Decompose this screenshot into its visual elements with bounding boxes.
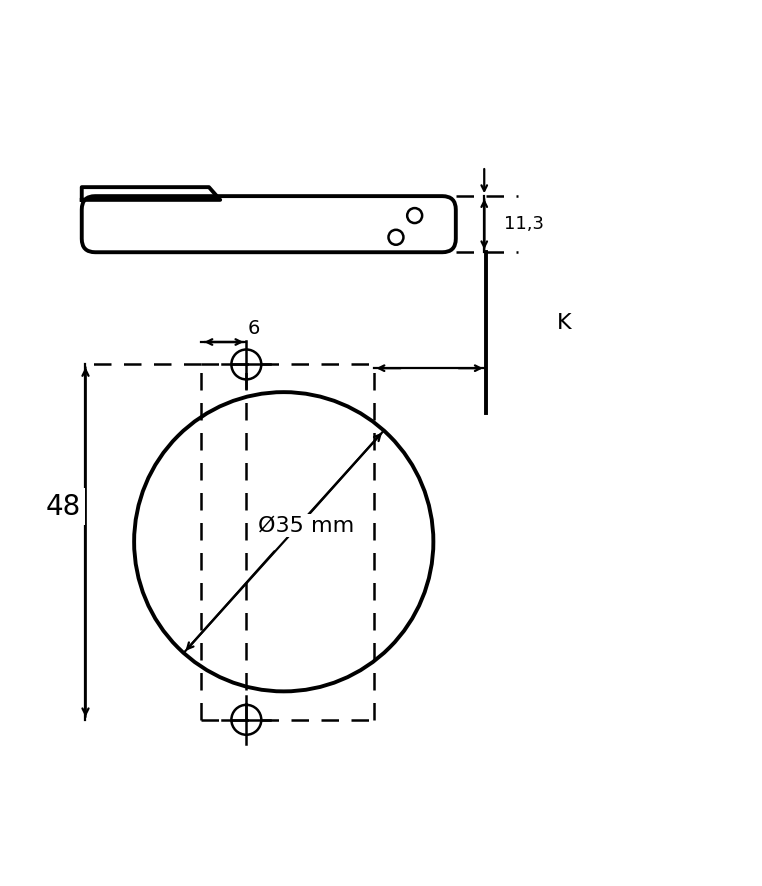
Text: Ø35 mm: Ø35 mm — [258, 516, 354, 535]
Text: 11,3: 11,3 — [504, 214, 544, 233]
Text: 6: 6 — [248, 319, 260, 338]
Text: 48: 48 — [46, 493, 81, 521]
Text: K: K — [557, 314, 572, 333]
FancyBboxPatch shape — [82, 196, 456, 253]
